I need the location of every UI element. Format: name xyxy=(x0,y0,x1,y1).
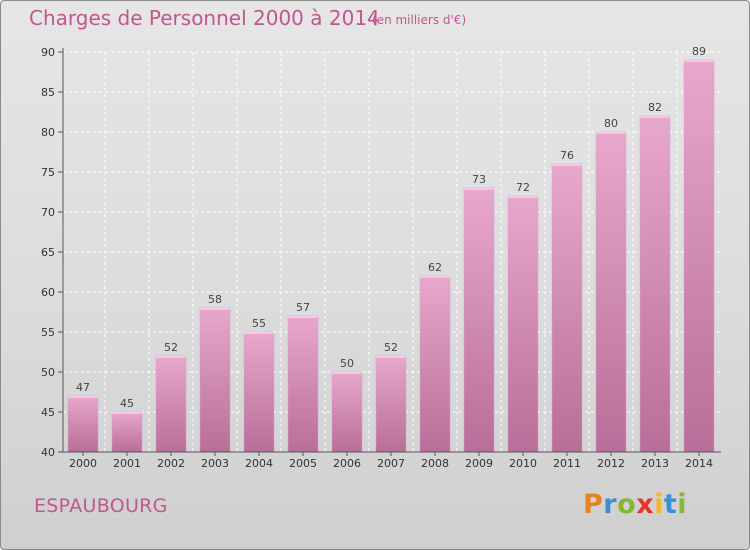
bar-2004 xyxy=(243,331,275,453)
bar-highlight xyxy=(596,132,626,134)
value-label: 76 xyxy=(560,149,574,162)
x-tick-label: 2011 xyxy=(553,457,581,470)
bar-2013 xyxy=(639,115,671,453)
x-tick-label: 2000 xyxy=(69,457,97,470)
proxiti-logo: Proxiti xyxy=(583,489,687,520)
chart-title: Charges de Personnel 2000 à 2014 xyxy=(29,6,380,30)
bar-highlight xyxy=(508,196,538,198)
bar-highlight xyxy=(684,60,714,62)
bar-2005 xyxy=(287,315,319,453)
bar-highlight xyxy=(200,308,230,310)
y-tick-label: 85 xyxy=(41,86,55,99)
x-tick-label: 2001 xyxy=(113,457,141,470)
y-tick-label: 55 xyxy=(41,326,55,339)
logo-letter: o xyxy=(617,489,637,520)
x-tick-label: 2003 xyxy=(201,457,229,470)
bar-2003 xyxy=(199,307,231,453)
chart-unit: (en milliers d'€) xyxy=(372,13,467,27)
value-label: 50 xyxy=(340,357,354,370)
value-label: 52 xyxy=(164,341,178,354)
bar-2012 xyxy=(595,131,627,453)
bar-highlight xyxy=(68,396,98,398)
bar-highlight xyxy=(464,188,494,190)
bar-2001 xyxy=(111,411,143,453)
bar-highlight xyxy=(156,356,186,358)
x-tick-label: 2002 xyxy=(157,457,185,470)
value-label: 57 xyxy=(296,301,310,314)
logo-letter: t xyxy=(663,489,678,520)
bar-highlight xyxy=(552,164,582,166)
bar-2008 xyxy=(419,275,451,453)
value-label: 73 xyxy=(472,173,486,186)
logo-letter: i xyxy=(654,489,664,520)
bar-2006 xyxy=(331,371,363,453)
bar-highlight xyxy=(420,276,450,278)
logo-letter: P xyxy=(583,489,604,520)
bar-highlight xyxy=(288,316,318,318)
value-label: 55 xyxy=(252,317,266,330)
bar-2014 xyxy=(683,59,715,453)
bar-2000 xyxy=(67,395,99,453)
x-tick-label: 2009 xyxy=(465,457,493,470)
y-tick-label: 75 xyxy=(41,166,55,179)
bar-highlight xyxy=(332,372,362,374)
x-tick-label: 2007 xyxy=(377,457,405,470)
y-tick-label: 45 xyxy=(41,406,55,419)
bar-2011 xyxy=(551,163,583,453)
y-tick-label: 90 xyxy=(41,46,55,59)
bar-2007 xyxy=(375,355,407,453)
x-tick-label: 2008 xyxy=(421,457,449,470)
x-tick-label: 2005 xyxy=(289,457,317,470)
labels: 2000 47 2001 45 2002 52 2003 58 2004 55 2005 57 2006… xyxy=(69,45,713,470)
value-label: 72 xyxy=(516,181,530,194)
commune-name: ESPAUBOURG xyxy=(34,495,168,517)
axes: 40 45 50 55 60 65 70 75 80 85 90 xyxy=(41,46,721,459)
y-tick-label: 50 xyxy=(41,366,55,379)
y-tick-label: 40 xyxy=(41,446,55,459)
x-tick-label: 2006 xyxy=(333,457,361,470)
x-tick-label: 2004 xyxy=(245,457,273,470)
bar-highlight xyxy=(640,116,670,118)
bar-highlight xyxy=(244,332,274,334)
logo-letter: r xyxy=(603,489,618,520)
x-tick-label: 2013 xyxy=(641,457,669,470)
value-label: 52 xyxy=(384,341,398,354)
logo-letter: i xyxy=(677,489,688,520)
y-tick-label: 60 xyxy=(41,286,55,299)
y-tick-label: 70 xyxy=(41,206,55,219)
x-tick-label: 2012 xyxy=(597,457,625,470)
value-label: 62 xyxy=(428,261,442,274)
y-tick-label: 80 xyxy=(41,126,55,139)
bar-2010 xyxy=(507,195,539,453)
value-label: 80 xyxy=(604,117,618,130)
y-tick-label: 65 xyxy=(41,246,55,259)
bars xyxy=(67,59,715,453)
logo-letter: x xyxy=(636,489,655,520)
value-label: 47 xyxy=(76,381,90,394)
bar-2009 xyxy=(463,187,495,453)
value-label: 45 xyxy=(120,397,134,410)
value-label: 82 xyxy=(648,101,662,114)
bar-2002 xyxy=(155,355,187,453)
value-label: 89 xyxy=(692,45,706,58)
bar-highlight xyxy=(376,356,406,358)
value-label: 58 xyxy=(208,293,222,306)
x-tick-label: 2010 xyxy=(509,457,537,470)
bar-highlight xyxy=(112,412,142,414)
x-tick-label: 2014 xyxy=(685,457,713,470)
